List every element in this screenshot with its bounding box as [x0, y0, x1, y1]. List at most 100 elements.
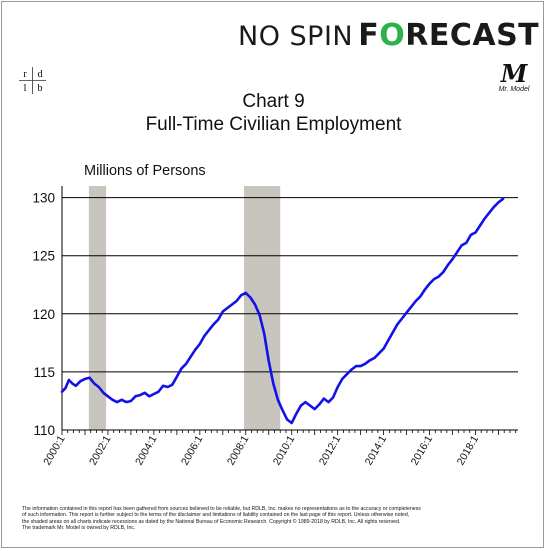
- data-point: [235, 300, 238, 302]
- data-point: [295, 412, 298, 415]
- data-point: [61, 390, 63, 393]
- x-tick-label-2014-1: 2014:1: [363, 433, 390, 467]
- footnote-line-1: The information contained in this report…: [22, 506, 421, 512]
- data-point: [79, 380, 82, 383]
- data-point: [153, 393, 155, 395]
- data-point: [263, 332, 266, 335]
- recession-bands: [88, 186, 281, 430]
- data-point: [346, 373, 348, 376]
- data-point: [221, 310, 224, 313]
- chart-title: Chart 9 Full-Time Civilian Employment: [0, 90, 547, 136]
- chart-title-line2: Full-Time Civilian Employment: [145, 114, 402, 135]
- data-point: [267, 360, 270, 363]
- brand-forecast: FORECAST: [358, 18, 539, 53]
- data-point: [277, 398, 279, 401]
- data-point: [318, 403, 321, 406]
- data-point: [194, 348, 197, 351]
- data-point: [217, 318, 220, 321]
- data-point: [460, 244, 463, 247]
- data-point: [203, 335, 206, 337]
- data-point: [424, 288, 426, 291]
- data-point: [166, 386, 169, 388]
- data-point: [171, 383, 174, 386]
- data-point: [313, 408, 316, 410]
- data-point: [258, 314, 261, 316]
- data-point: [493, 206, 495, 208]
- data-point: [116, 401, 118, 403]
- x-tick-label-2006-1: 2006:1: [179, 433, 206, 467]
- data-point: [88, 376, 91, 379]
- data-point: [378, 352, 380, 355]
- disclaimer-footnote: The information contained in this report…: [22, 506, 532, 532]
- data-point: [456, 251, 458, 254]
- data-point: [93, 382, 96, 385]
- data-point: [134, 395, 137, 398]
- x-tick-label-2010-1: 2010:1: [271, 433, 298, 467]
- data-point: [107, 395, 109, 398]
- y-tick-label-125: 125: [32, 249, 55, 264]
- data-point: [396, 323, 399, 326]
- data-point: [327, 401, 330, 403]
- data-point: [185, 362, 188, 365]
- data-point: [189, 355, 192, 358]
- data-point: [290, 422, 293, 424]
- x-tick-label-2016-1: 2016:1: [409, 433, 436, 467]
- data-point: [272, 382, 275, 385]
- data-point: [139, 394, 142, 396]
- data-point: [198, 343, 201, 345]
- data-point: [479, 224, 481, 227]
- recession-band-1: [88, 186, 107, 430]
- data-point: [148, 395, 151, 398]
- mr-model-caption: Mr. Model: [498, 86, 530, 93]
- x-tick-label-2002-1: 2002:1: [87, 433, 114, 467]
- brand-forecast-rest: RECAST: [405, 18, 540, 53]
- data-point: [497, 201, 500, 204]
- data-point: [244, 292, 247, 294]
- data-point: [309, 404, 311, 407]
- data-point: [382, 347, 385, 350]
- rdlb-letter-d: d: [38, 69, 43, 80]
- data-point: [359, 365, 362, 367]
- data-point: [212, 323, 215, 326]
- data-point: [470, 233, 472, 236]
- y-tick-label-130: 130: [32, 191, 55, 206]
- data-point: [419, 295, 422, 298]
- data-point: [437, 275, 440, 278]
- data-point: [120, 398, 123, 401]
- data-point: [368, 359, 371, 362]
- data-point: [433, 278, 436, 280]
- data-point: [332, 396, 334, 399]
- data-point: [410, 305, 413, 308]
- data-point: [483, 217, 486, 220]
- mr-model-logo: M Mr. Model: [494, 62, 534, 96]
- data-point: [465, 242, 468, 244]
- data-point: [474, 231, 477, 234]
- data-point: [447, 264, 449, 266]
- x-tick-label-2018-1: 2018:1: [455, 433, 482, 467]
- data-point: [162, 384, 165, 387]
- footnote-line-4: The trademark Mr. Model is owned by RDLB…: [22, 525, 136, 532]
- y-tick-label-120: 120: [32, 307, 55, 322]
- rdlb-letter-l: l: [24, 83, 27, 94]
- data-point: [451, 258, 454, 261]
- data-point: [391, 331, 394, 334]
- brand-forecast-o: O: [379, 18, 406, 53]
- series-line-1: [60, 197, 505, 425]
- data-point: [387, 339, 390, 342]
- chart-title-line1: Chart 9: [242, 91, 305, 112]
- data-point: [286, 418, 288, 421]
- data-point: [300, 404, 302, 407]
- data-point: [68, 379, 70, 381]
- rdlb-letter-r: r: [23, 69, 27, 80]
- x-tick-label-2012-1: 2012:1: [317, 433, 344, 467]
- data-point: [111, 398, 114, 401]
- data-point: [428, 282, 431, 285]
- data-point: [208, 329, 210, 331]
- chart-plot: 110 115 120 125 130 2000:1 2002:1 2004:1 2006:1 2…: [32, 163, 518, 467]
- data-point: [249, 296, 252, 299]
- data-point: [405, 311, 408, 314]
- data-point: [64, 387, 67, 390]
- data-point: [231, 303, 233, 306]
- brand-no-spin: NO SPIN: [238, 21, 354, 52]
- data-point: [502, 197, 504, 200]
